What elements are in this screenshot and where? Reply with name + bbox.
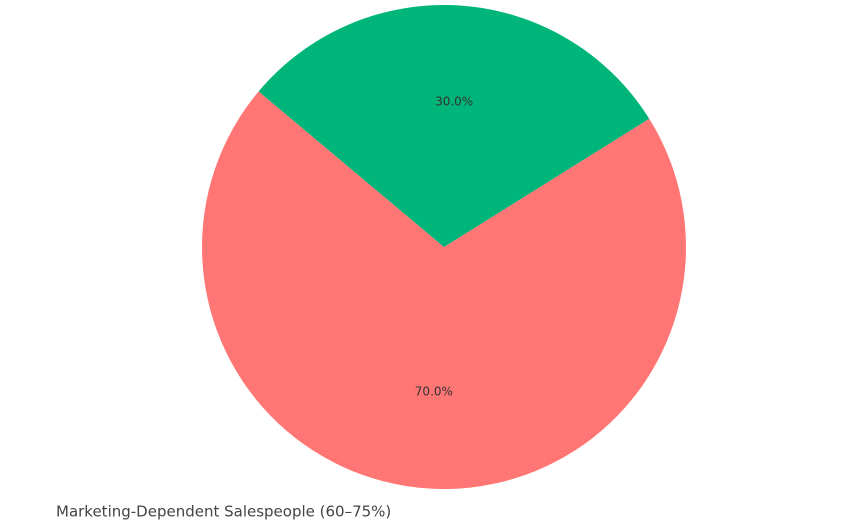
pie-slice (202, 91, 686, 489)
slice-label: 70.0% (415, 384, 453, 398)
pie-slice (258, 4, 650, 248)
slice-label: 30.0% (435, 95, 473, 109)
caption: Marketing-Dependent Salespeople (60–75%) (56, 503, 391, 521)
